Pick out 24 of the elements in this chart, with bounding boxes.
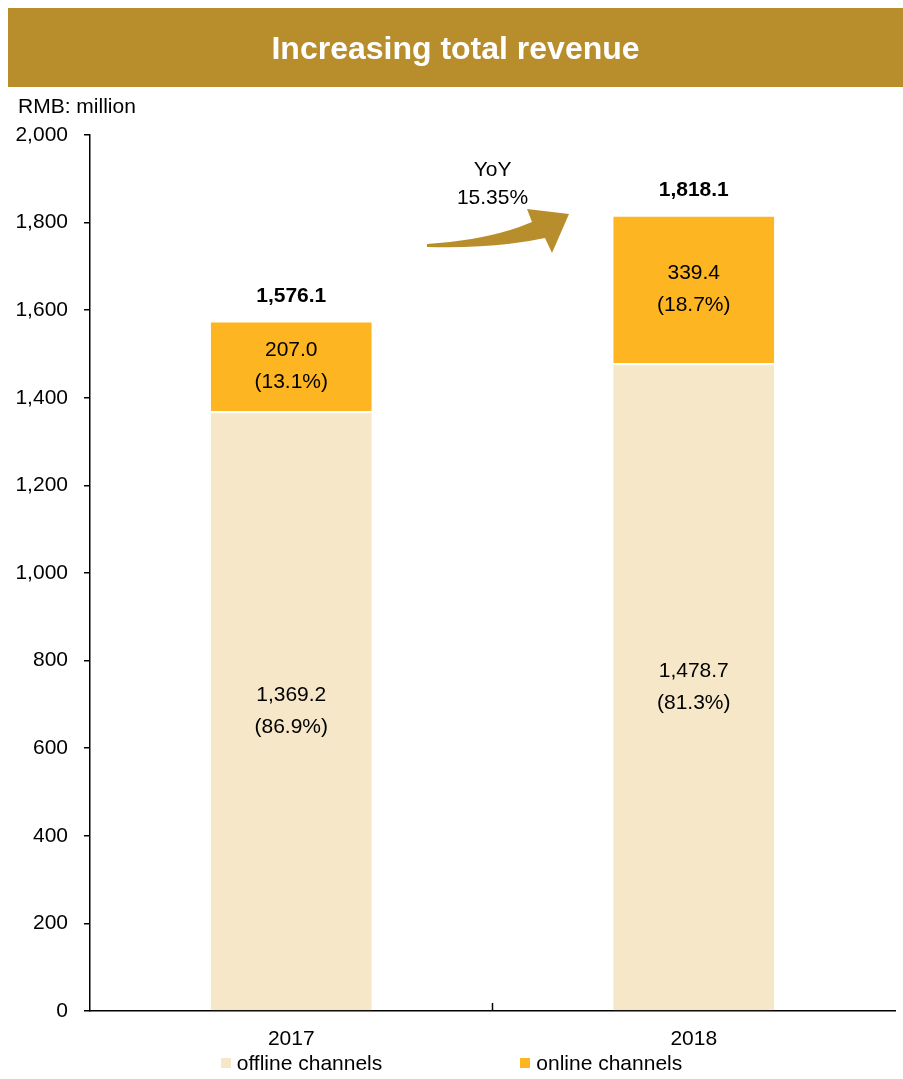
y-tick-label: 1,600	[15, 297, 68, 320]
y-tick-label: 1,200	[15, 472, 68, 496]
y-tick-label: 2,000	[15, 121, 68, 145]
y-tick-label: 1,000	[15, 559, 68, 583]
x-tick-label: 2017	[267, 1026, 315, 1050]
total-label: 1,576.1	[256, 283, 327, 307]
total-label: 1,818.1	[658, 177, 730, 201]
y-tick-label: 200	[32, 910, 68, 934]
annotation: YoY 15.35%	[456, 156, 529, 208]
chart-title: Increasing total revenue	[271, 28, 640, 67]
data-label: 1,478.7 (81.3%)	[656, 657, 731, 713]
legend-label: online channels	[536, 1051, 683, 1075]
y-tick-label: 600	[32, 735, 68, 758]
legend-label: offline channels	[236, 1051, 383, 1075]
y-axis-title: RMB: million	[18, 93, 136, 117]
x-tick-label: 2018	[670, 1026, 718, 1050]
data-label: 339.4 (18.7%)	[656, 259, 731, 315]
y-tick-label: 0	[56, 997, 68, 1021]
y-tick-label: 800	[32, 647, 68, 671]
y-tick-label: 1,400	[15, 384, 68, 408]
y-tick-label: 1,800	[15, 209, 68, 233]
data-label: 207.0 (13.1%)	[254, 336, 329, 392]
data-label: 1,369.2 (86.9%)	[254, 681, 329, 737]
y-tick-label: 400	[32, 822, 68, 846]
